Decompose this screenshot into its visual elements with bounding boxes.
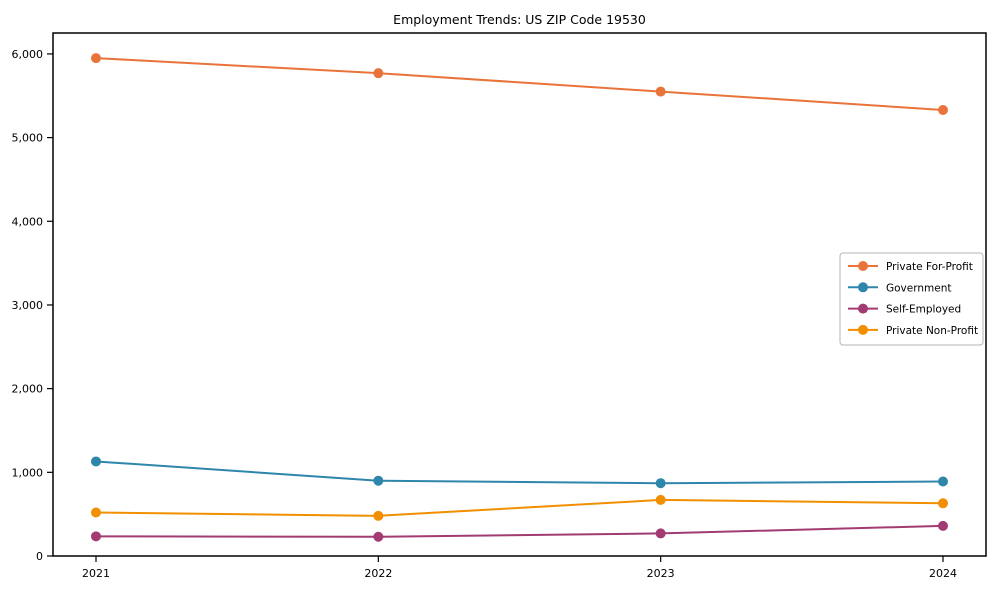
data-point-private-non-profit — [938, 498, 948, 509]
y-tick-label: 1,000 — [12, 466, 44, 479]
data-point-government — [655, 478, 666, 489]
data-point-government — [91, 456, 101, 467]
data-point-government — [938, 476, 948, 487]
data-point-self-employed — [373, 531, 384, 542]
data-point-self-employed — [938, 520, 948, 531]
legend-marker — [858, 282, 868, 293]
legend-marker — [858, 324, 868, 335]
x-tick-label: 2023 — [647, 567, 675, 580]
plot-border — [52, 32, 987, 557]
legend-marker — [858, 261, 868, 271]
series-line-self-employed — [95, 524, 944, 538]
series-line-private-non-profit — [95, 498, 944, 517]
x-tick-label: 2022 — [364, 567, 392, 580]
y-tick-label: 4,000 — [12, 215, 44, 228]
chart-title: Employment Trends: US ZIP Code 19530 — [393, 12, 646, 27]
y-tick-label: 6,000 — [12, 48, 44, 61]
data-point-private-non-profit — [91, 507, 101, 518]
legend-label-private-for-profit: Private For-Profit — [886, 261, 973, 273]
legend-label-self-employed: Self-Employed — [886, 304, 961, 316]
data-point-self-employed — [655, 528, 666, 539]
y-tick-label: 5,000 — [12, 132, 44, 145]
data-point-self-employed — [91, 531, 101, 542]
data-point-private-for-profit — [655, 86, 666, 97]
series-line-private-for-profit — [95, 57, 944, 111]
data-point-private-for-profit — [373, 68, 384, 79]
series-line-government — [95, 460, 944, 485]
legend-box — [839, 252, 984, 346]
y-tick-label: 2,000 — [12, 383, 44, 396]
legend-marker — [858, 303, 868, 314]
y-tick-label: 3,000 — [12, 299, 44, 312]
data-point-private-for-profit — [938, 104, 948, 115]
x-tick-label: 2024 — [929, 567, 957, 580]
legend-label-government: Government — [886, 282, 951, 294]
x-tick-label: 2021 — [82, 567, 110, 580]
data-point-government — [373, 475, 384, 486]
legend-label-private-non-profit: Private Non-Profit — [886, 325, 978, 337]
data-point-private-non-profit — [373, 510, 384, 521]
data-point-private-non-profit — [655, 494, 666, 505]
y-tick-label: 0 — [36, 550, 43, 563]
data-point-private-for-profit — [91, 53, 101, 64]
